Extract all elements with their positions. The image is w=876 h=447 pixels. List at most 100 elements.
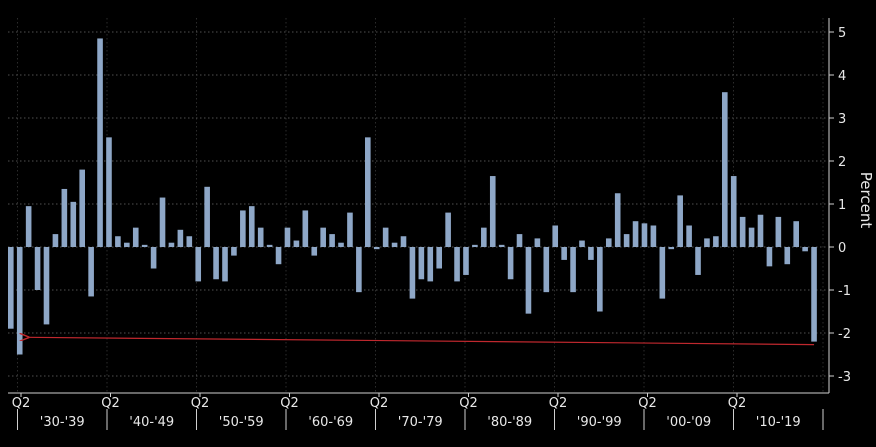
bar <box>124 242 130 247</box>
bar <box>695 247 701 275</box>
bar <box>704 238 710 247</box>
x-quarter-label: Q2 <box>101 396 120 411</box>
bar <box>516 234 523 247</box>
x-quarter-label: Q2 <box>370 396 389 411</box>
bar <box>561 247 567 260</box>
bar <box>8 247 14 329</box>
decade-label: '90-'99 <box>577 415 622 430</box>
bar <box>507 247 514 280</box>
y-tick-label: 2 <box>838 155 846 170</box>
bar <box>427 247 434 282</box>
bar <box>106 137 112 247</box>
x-quarter-label: Q2 <box>12 396 31 411</box>
bar <box>757 214 764 247</box>
annotation <box>29 337 815 346</box>
bar <box>570 247 576 293</box>
decade-label: '00-'09 <box>666 415 711 430</box>
bar <box>195 247 202 282</box>
bar <box>722 92 728 247</box>
bar <box>597 247 603 312</box>
bar <box>213 247 219 280</box>
bar <box>61 188 68 247</box>
y-tick-label: 4 <box>838 69 846 84</box>
bar <box>614 193 621 247</box>
bar <box>632 221 639 247</box>
x-quarter-label: Q2 <box>191 396 210 411</box>
gridlines <box>8 18 826 393</box>
bar <box>329 234 335 247</box>
axes: 5 4 3 2 1 0 -1 -2 -3 Q2 Q2 Q2 Q2 Q2 Q2 Q2 Q2 Q2 '30-'39 '40… <box>8 18 851 430</box>
bar <box>641 223 648 247</box>
bar <box>115 236 121 247</box>
bar <box>436 247 442 269</box>
bar <box>588 247 594 260</box>
decade-label: '10-'19 <box>756 415 801 430</box>
bar <box>132 227 139 247</box>
bar <box>70 201 77 247</box>
bar <box>677 195 683 247</box>
bar <box>489 176 496 247</box>
bar <box>186 236 193 247</box>
bar <box>481 227 487 247</box>
bar <box>784 247 791 265</box>
bar <box>347 212 353 247</box>
bar <box>302 210 309 247</box>
bar <box>668 247 675 250</box>
bar <box>793 221 799 247</box>
decade-label: '80-'89 <box>487 415 532 430</box>
bar <box>25 206 32 247</box>
bar <box>543 247 550 293</box>
bar <box>177 229 184 247</box>
bar <box>730 176 737 247</box>
bar <box>445 212 451 247</box>
bar <box>579 240 585 247</box>
bar <box>605 238 612 247</box>
y-tick-label: 5 <box>838 26 846 41</box>
bar <box>141 244 148 247</box>
bar <box>409 247 416 299</box>
bar <box>16 247 23 355</box>
bar <box>534 238 541 247</box>
bar <box>659 247 666 299</box>
bar <box>802 247 808 252</box>
bar <box>811 247 817 342</box>
decade-label: '60-'69 <box>308 415 353 430</box>
y-axis-label: Percent <box>857 172 875 229</box>
bar <box>739 216 746 247</box>
bar <box>713 236 719 247</box>
bar <box>222 247 228 282</box>
bar <box>365 137 371 247</box>
bar <box>311 247 318 256</box>
bar <box>79 169 85 247</box>
bar <box>686 225 692 247</box>
bar <box>498 244 505 247</box>
bar <box>43 247 50 325</box>
y-tick-label: -3 <box>838 370 851 385</box>
bar <box>266 244 273 247</box>
decade-label: '70-'79 <box>398 415 443 430</box>
bar <box>418 247 425 280</box>
bar <box>775 216 782 247</box>
x-quarter-label: Q2 <box>280 396 299 411</box>
bar <box>293 240 300 247</box>
y-tick-label: -2 <box>838 327 851 342</box>
bar <box>204 186 210 247</box>
bar <box>168 242 175 247</box>
bar <box>150 247 157 269</box>
bar <box>463 247 469 275</box>
bar <box>275 247 282 265</box>
bar <box>400 236 407 247</box>
bar <box>650 225 657 247</box>
decade-label: '40-'49 <box>129 415 174 430</box>
bar <box>34 247 41 290</box>
bar <box>623 234 630 247</box>
annotation-arrow <box>29 337 815 346</box>
bar <box>766 247 773 267</box>
bar <box>159 197 166 247</box>
bar <box>472 244 478 247</box>
bars <box>8 38 817 355</box>
y-tick-label: 3 <box>838 112 846 127</box>
bar <box>454 247 460 282</box>
bar <box>320 227 326 247</box>
